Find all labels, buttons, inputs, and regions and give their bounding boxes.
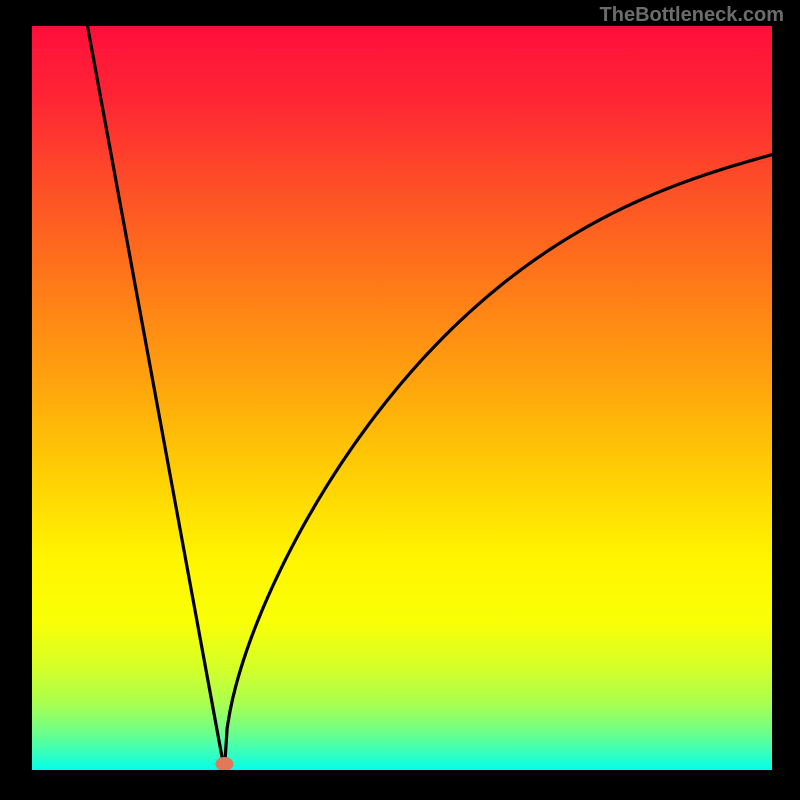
plot-area: [32, 26, 772, 770]
chart-frame: [0, 0, 800, 800]
chart-stage: TheBottleneck.com: [0, 0, 800, 800]
curve-layer: [32, 26, 772, 770]
minimum-marker: [215, 757, 233, 770]
bottleneck-curve: [88, 26, 773, 770]
watermark-text: TheBottleneck.com: [600, 4, 784, 27]
